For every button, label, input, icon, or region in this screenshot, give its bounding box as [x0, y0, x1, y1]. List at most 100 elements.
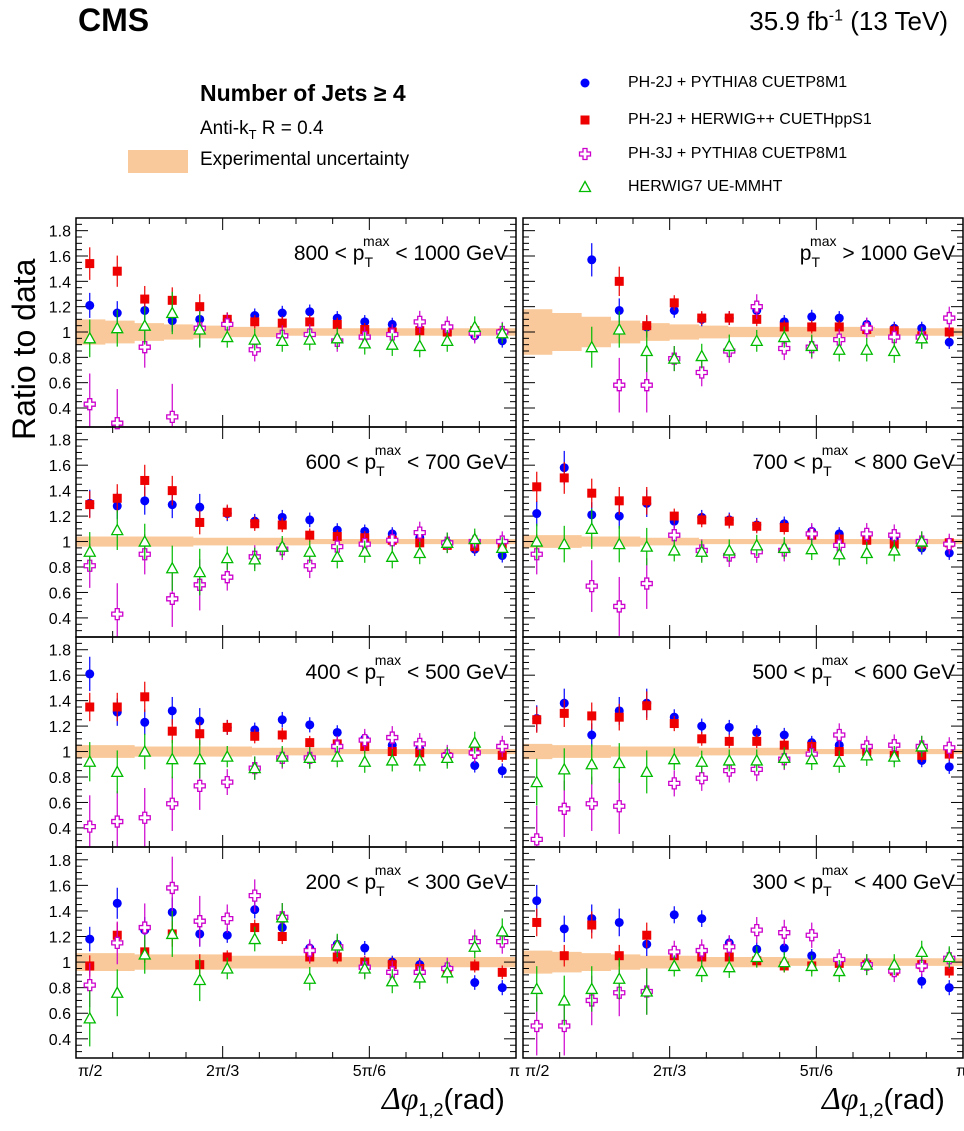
y-tick-label: 0.6: [49, 1006, 71, 1023]
data-point-circle: [917, 976, 927, 986]
data-point-triangle: [887, 957, 901, 970]
data-point-cross: [413, 315, 426, 329]
data-point-cross: [695, 772, 708, 785]
data-point-circle: [470, 978, 480, 988]
data-point-triangle: [440, 334, 454, 347]
data-point-circle: [587, 730, 597, 740]
data-point-circle: [697, 721, 707, 731]
data-point-circle: [614, 511, 624, 521]
legend-label: PH-2J + PYTHIA8 CUETP8M1: [628, 74, 848, 91]
panel-label: 700 < pTmax < 800 GeV: [753, 442, 956, 479]
data-point-square: [779, 740, 789, 750]
data-point-triangle: [193, 322, 207, 335]
data-point-cross: [668, 529, 681, 542]
y-tick-label: 0.6: [49, 795, 71, 812]
data-point-triangle: [640, 765, 654, 778]
x-axis-label-right: Δφ1,2(rad): [822, 1080, 945, 1121]
data-point-triangle: [860, 957, 874, 970]
data-point-square: [277, 520, 287, 530]
y-tick-label: 1.6: [49, 878, 71, 895]
data-point-triangle: [440, 535, 454, 548]
data-point-circle: [140, 717, 150, 727]
data-point-circle: [779, 730, 789, 740]
data-point-triangle: [248, 332, 262, 345]
x-axis-subscript: 1,2: [858, 1099, 884, 1120]
data-point-square: [222, 952, 232, 962]
antik-subscript: T: [248, 126, 257, 142]
data-point-cross: [613, 800, 626, 813]
panel-label-sub: T: [823, 883, 832, 899]
data-point-triangle: [915, 945, 929, 958]
data-point-circle: [587, 255, 597, 265]
data-point-triangle: [110, 765, 124, 778]
panel-label: 400 < pTmax < 500 GeV: [306, 652, 509, 689]
panel-label-sub: T: [823, 673, 832, 689]
data-point-circle: [779, 943, 789, 953]
x-axis-unit: (rad): [443, 1084, 505, 1116]
data-point-triangle: [805, 752, 819, 765]
legend-marker-cross: [578, 147, 592, 161]
x-tick-label: π/2: [78, 1063, 102, 1080]
panel-1: 0.4 0.6 0.8 1 1.2 1.4 1.6 1.8 800 < pTmax < 1000…: [49, 217, 517, 430]
data-point-cross: [530, 1019, 543, 1033]
data-point-square: [807, 322, 817, 332]
data-point-triangle: [413, 339, 427, 352]
data-point-triangle: [138, 318, 152, 331]
data-point-square: [642, 930, 652, 940]
panel-label-sub: T: [376, 883, 385, 899]
data-point-triangle: [330, 749, 344, 762]
selection-title: Number of Jets ≥ 4: [200, 80, 406, 106]
data-point-cross: [860, 322, 873, 335]
x-tick-label: 5π/6: [800, 1063, 833, 1080]
data-point-triangle: [667, 351, 681, 364]
panel-label-sup: max: [375, 652, 401, 668]
data-point-cross: [138, 341, 151, 354]
panel-label-sub: T: [376, 673, 385, 689]
data-point-square: [222, 507, 232, 517]
lumi-energy: (13 TeV): [842, 6, 948, 36]
data-point-triangle: [165, 306, 179, 319]
data-point-triangle: [83, 544, 97, 557]
data-point-square: [305, 317, 315, 327]
data-point-cross: [83, 978, 96, 992]
data-point-triangle: [220, 749, 234, 762]
y-tick-label: 1.4: [49, 904, 71, 921]
lumi-exponent: -1: [828, 7, 843, 25]
panel-label: 300 < pTmax < 400 GeV: [753, 862, 956, 899]
data-point-triangle: [468, 320, 482, 333]
data-point-cross: [558, 802, 571, 815]
data-point-cross: [83, 398, 96, 411]
y-tick-label: 1.4: [49, 274, 71, 291]
data-point-square: [587, 920, 597, 930]
data-point-cross: [613, 600, 626, 613]
data-point-triangle: [832, 547, 846, 560]
data-point-circle: [85, 300, 95, 310]
data-point-triangle: [805, 959, 819, 972]
data-point-triangle: [275, 539, 289, 552]
data-point-triangle: [248, 552, 262, 565]
data-point-cross: [111, 417, 124, 430]
panel-label-pre: 500 < p: [753, 661, 824, 684]
data-point-square: [140, 294, 150, 304]
panel-label-post: < 800 GeV: [848, 451, 955, 474]
data-point-triangle: [358, 336, 372, 349]
data-point-triangle: [557, 993, 571, 1006]
data-point-square: [669, 719, 679, 729]
data-point-cross: [585, 579, 598, 593]
data-point-triangle: [413, 753, 427, 766]
data-point-square: [559, 473, 569, 483]
lumi-value: 35.9 fb: [749, 6, 829, 36]
data-point-cross: [166, 797, 179, 810]
data-point-square: [250, 519, 260, 529]
data-point-triangle: [220, 551, 234, 564]
x-tick-label: π: [956, 1063, 964, 1080]
data-point-triangle: [468, 735, 482, 748]
data-point-triangle: [358, 754, 372, 767]
panel-label: 500 < pTmax < 600 GeV: [753, 652, 956, 689]
data-point-triangle: [750, 334, 764, 347]
data-point-triangle: [915, 331, 929, 344]
data-point-triangle: [275, 910, 289, 923]
panel-label-pre: 700 < p: [753, 451, 824, 474]
data-point-triangle: [860, 748, 874, 761]
